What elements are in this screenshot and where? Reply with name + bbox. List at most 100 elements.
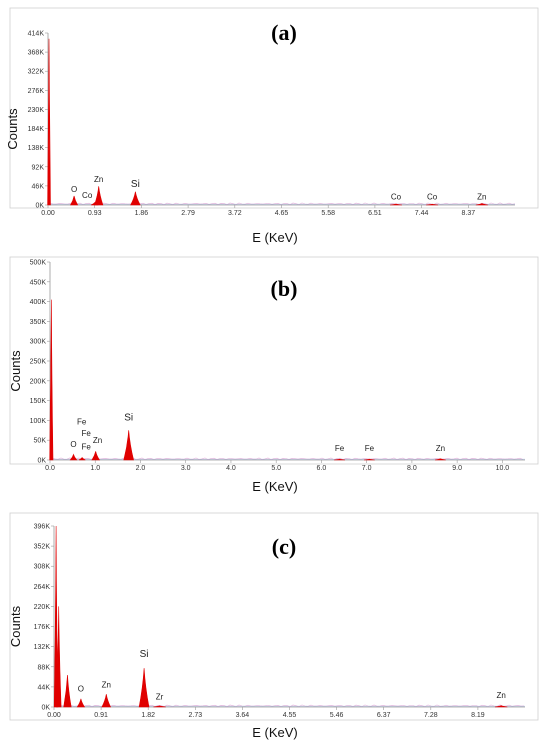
spectrum-peak	[63, 674, 72, 708]
x-tick-label: 10.0	[496, 465, 510, 472]
spectrum-peak	[55, 606, 62, 708]
element-label: Fe	[82, 442, 92, 451]
y-tick-label: 0K	[37, 458, 46, 465]
spectrum-baseline	[55, 704, 525, 708]
x-tick-label: 3.64	[236, 712, 250, 719]
x-axis-title: E (KeV)	[252, 230, 298, 245]
element-label: Co	[391, 193, 402, 202]
spectrum-peak	[389, 203, 403, 206]
spectrum-peak	[47, 38, 51, 206]
y-tick-label: 88K	[38, 664, 51, 671]
y-tick-label: 184K	[28, 126, 45, 133]
x-tick-label: 0.0	[45, 465, 55, 472]
y-tick-label: 352K	[34, 544, 51, 551]
y-tick-label: 100K	[30, 418, 47, 425]
spectrum-peak	[475, 203, 488, 206]
y-tick-label: 44K	[38, 684, 51, 691]
panel-tag: (a)	[271, 20, 297, 45]
y-tick-label: 308K	[34, 564, 51, 571]
x-tick-label: 5.0	[271, 465, 281, 472]
element-label: O	[70, 440, 76, 449]
y-tick-label: 276K	[28, 88, 45, 95]
element-label: Zn	[477, 192, 486, 201]
y-tick-label: 264K	[34, 584, 51, 591]
y-tick-label: 414K	[28, 31, 45, 38]
spectrum-panel-c: 0K 44K 88K 132K 176K 220K 264K 308K 352K 396K 0.00…	[8, 512, 539, 740]
spectrum-panel-b: 0K 50K 100K 150K 200K 250K 300K 350K 400K 450K 500…	[8, 256, 539, 494]
spectrum-peak	[153, 705, 166, 708]
spectrum-peak	[334, 458, 346, 461]
element-label: Zr	[156, 693, 164, 702]
element-label: Fe	[365, 444, 375, 453]
spectrum-peak	[78, 457, 86, 461]
x-axis-title: E (KeV)	[252, 479, 298, 494]
spectrum-peak	[123, 430, 134, 461]
y-tick-label: 220K	[34, 604, 51, 611]
x-tick-label: 3.0	[181, 465, 191, 472]
element-label: O	[71, 185, 77, 194]
spectrum-peak	[434, 458, 446, 461]
x-tick-label: 3.72	[228, 210, 242, 217]
x-tick-label: 2.0	[136, 465, 146, 472]
y-tick-label: 500K	[30, 260, 47, 267]
y-axis-title: Counts	[8, 605, 23, 647]
spectrum-peak	[130, 191, 141, 206]
y-tick-label: 46K	[32, 183, 45, 190]
spectrum-peak	[91, 451, 101, 461]
x-tick-label: 2.73	[188, 712, 202, 719]
panel-frame	[9, 256, 539, 465]
x-tick-label: 4.0	[226, 465, 236, 472]
y-tick-label: 350K	[30, 319, 47, 326]
panel-tag: (c)	[272, 534, 296, 559]
y-tick-label: 176K	[34, 624, 51, 631]
panel-tag: (b)	[271, 276, 298, 301]
y-tick-label: 300K	[30, 339, 47, 346]
panel-frame	[9, 7, 539, 209]
y-tick-label: 322K	[28, 69, 45, 76]
x-tick-label: 0.00	[47, 712, 61, 719]
element-label: Si	[124, 412, 133, 423]
element-label: Co	[427, 193, 438, 202]
element-label: Zn	[102, 681, 111, 690]
x-tick-label: 9.0	[452, 465, 462, 472]
x-axis-title: E (KeV)	[252, 725, 298, 740]
x-tick-label: 1.86	[135, 210, 149, 217]
x-tick-label: 0.93	[88, 210, 102, 217]
y-axis-title: Counts	[5, 108, 20, 150]
element-label: Fe	[77, 417, 87, 426]
element-label: Si	[140, 649, 149, 660]
y-tick-label: 132K	[34, 644, 51, 651]
y-tick-label: 0K	[41, 705, 50, 712]
y-tick-label: 150K	[30, 398, 47, 405]
y-tick-label: 92K	[32, 164, 45, 171]
spectrum-peak	[94, 186, 104, 206]
y-tick-label: 230K	[28, 107, 45, 114]
element-label: Zn	[497, 691, 506, 700]
spectrum-peak	[69, 195, 79, 206]
element-label: Si	[131, 179, 140, 190]
y-tick-label: 250K	[30, 359, 47, 366]
spectrum-peak	[494, 705, 508, 708]
spectrum-peak	[76, 698, 86, 708]
spectrum-peak	[363, 458, 375, 461]
x-tick-label: 8.19	[471, 712, 485, 719]
x-tick-label: 6.51	[368, 210, 382, 217]
spectrum-panel-a: 0K 46K 92K 138K 184K 230K 276K 322K 368K 414K 0.00…	[5, 7, 539, 245]
x-tick-label: 7.44	[415, 210, 429, 217]
spectrum-peak	[49, 299, 54, 461]
element-label: Zn	[94, 175, 103, 184]
x-tick-label: 4.65	[275, 210, 289, 217]
x-tick-label: 1.82	[141, 712, 155, 719]
x-tick-label: 8.37	[461, 210, 475, 217]
spectrum-peak	[53, 525, 59, 708]
x-tick-label: 6.0	[317, 465, 327, 472]
y-tick-label: 200K	[30, 378, 47, 385]
x-tick-label: 1.0	[90, 465, 100, 472]
y-axis-title: Counts	[8, 350, 23, 392]
x-tick-label: 0.00	[41, 210, 55, 217]
x-tick-label: 6.37	[377, 712, 391, 719]
element-label: Zn	[436, 444, 445, 453]
spectrum-peak	[101, 694, 112, 708]
y-tick-label: 400K	[30, 299, 47, 306]
x-tick-label: 5.46	[330, 712, 344, 719]
